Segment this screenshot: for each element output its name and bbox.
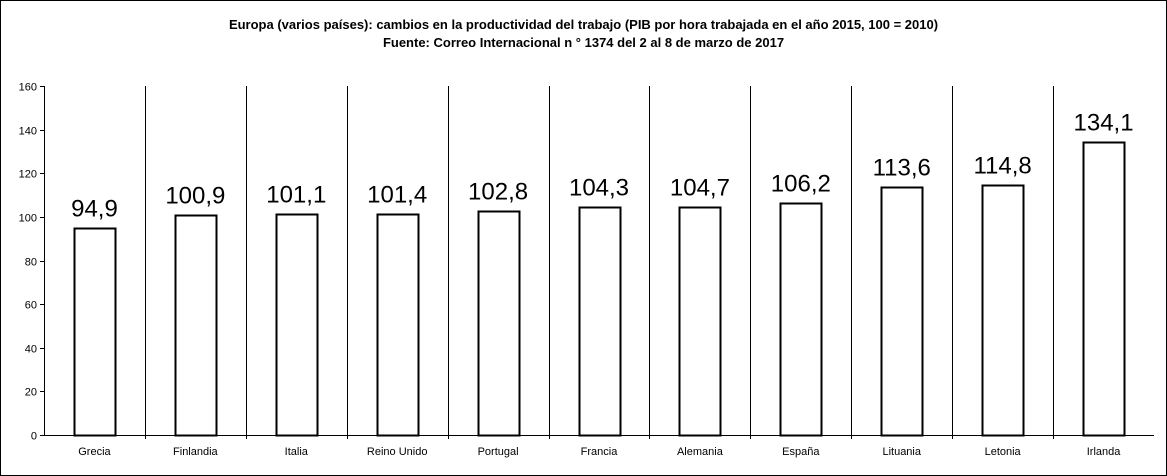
data-label: 102,8 [468, 179, 528, 206]
data-label: 106,2 [771, 171, 831, 198]
bar [981, 184, 1025, 437]
category-label: Finlandia [173, 446, 219, 458]
category-label: Portugal [478, 446, 519, 458]
data-label: 101,4 [367, 182, 427, 209]
y-tick-label: 40 [25, 344, 37, 356]
data-label: 113,6 [873, 155, 931, 182]
bar [1082, 141, 1126, 437]
chart-subtitle: Fuente: Correo Internacional n ° 1374 de… [382, 35, 785, 50]
bar [73, 227, 117, 437]
y-tick-label: 60 [25, 300, 37, 312]
data-label: 134,1 [1074, 110, 1134, 137]
bar [376, 213, 420, 437]
chart-title-block: Europa (varios países): cambios en la pr… [1, 16, 1166, 52]
data-label: 104,7 [670, 175, 730, 202]
category-label: Reino Unido [367, 446, 428, 458]
bar [779, 202, 823, 437]
bar [678, 206, 722, 437]
y-tick-label: 20 [25, 387, 37, 399]
category-label: Letonia [985, 446, 1022, 458]
category-label: Irlanda [1087, 446, 1122, 458]
y-tick-label: 120 [19, 169, 37, 181]
data-label: 94,9 [71, 196, 118, 223]
data-label: 100,9 [165, 183, 225, 210]
y-tick-label: 140 [19, 126, 37, 138]
bar [477, 210, 521, 437]
category-label: Alemania [677, 446, 724, 458]
category-label: Lituania [882, 446, 921, 458]
category-label: Italia [285, 446, 309, 458]
data-label: 101,1 [266, 182, 326, 209]
data-label: 114,8 [973, 153, 1031, 180]
bar [578, 206, 622, 437]
y-tick-label: 100 [19, 213, 37, 225]
bar [880, 186, 924, 437]
chart-title: Europa (varios países): cambios en la pr… [228, 17, 939, 32]
category-label: Grecia [78, 446, 111, 458]
category-label: España [782, 446, 820, 458]
y-tick-label: 80 [25, 257, 37, 269]
y-tick-label: 160 [19, 82, 37, 94]
bar [174, 214, 218, 437]
bar [275, 213, 319, 437]
y-tick-label: 0 [31, 431, 37, 443]
category-label: Francia [581, 446, 619, 458]
data-label: 104,3 [569, 175, 629, 202]
